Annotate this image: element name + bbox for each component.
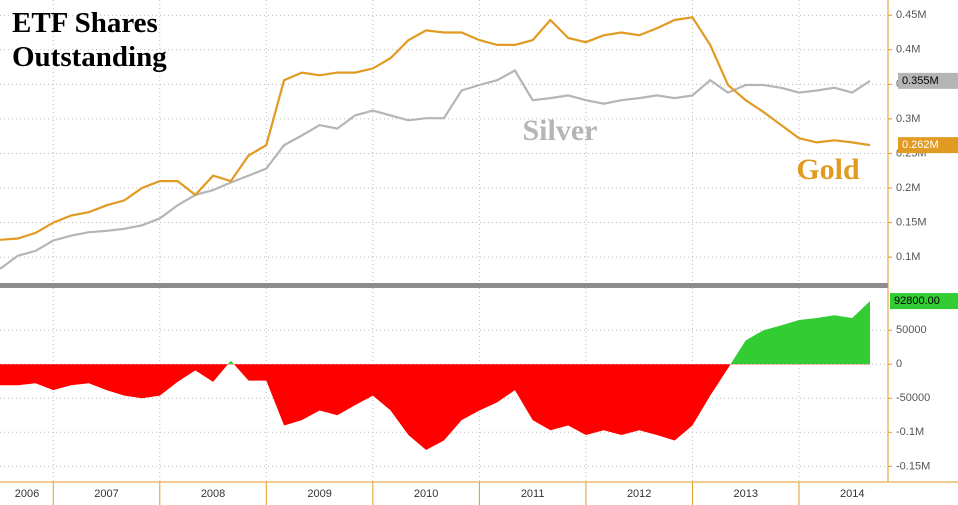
x-tick-label: 2013: [733, 488, 757, 500]
y-tick-label: -0.1M: [896, 426, 924, 438]
series-line: [0, 69, 871, 270]
last-value-label: 92800.00: [894, 295, 940, 307]
y-tick-label: -0.15M: [896, 460, 930, 472]
y-tick-label: 0.4M: [896, 44, 920, 56]
last-value-label: 0.262M: [902, 139, 939, 151]
last-value-box: [890, 293, 958, 310]
x-tick-label: 2006: [15, 488, 39, 500]
x-tick-label: 2012: [627, 488, 651, 500]
x-tick-label: 2010: [414, 488, 438, 500]
y-tick-label: 50000: [896, 324, 927, 336]
y-tick-label: 0: [896, 358, 902, 370]
y-tick-label: -50000: [896, 392, 930, 404]
series-line: [0, 16, 871, 241]
y-tick-label: 0.3M: [896, 113, 920, 125]
series-label: Silver: [523, 114, 598, 147]
last-value-label: 0.355M: [902, 75, 939, 87]
x-tick-label: 2009: [307, 488, 331, 500]
y-tick-label: 0.45M: [896, 9, 927, 21]
x-tick-label: 2007: [94, 488, 118, 500]
x-tick-label: 2011: [521, 488, 545, 500]
y-tick-label: 0.2M: [896, 182, 920, 194]
chart-title: ETF Shares Outstanding: [12, 7, 167, 73]
x-tick-label: 2008: [201, 488, 225, 500]
y-tick-label: 0.1M: [896, 251, 920, 263]
y-tick-label: 0.15M: [896, 216, 927, 228]
last-value-box: [898, 72, 958, 89]
panel-separator: [0, 283, 888, 288]
difference-area: [0, 301, 870, 450]
series-label: Gold: [796, 153, 860, 186]
last-value-box: [898, 137, 958, 154]
x-tick-label: 2014: [840, 488, 864, 500]
